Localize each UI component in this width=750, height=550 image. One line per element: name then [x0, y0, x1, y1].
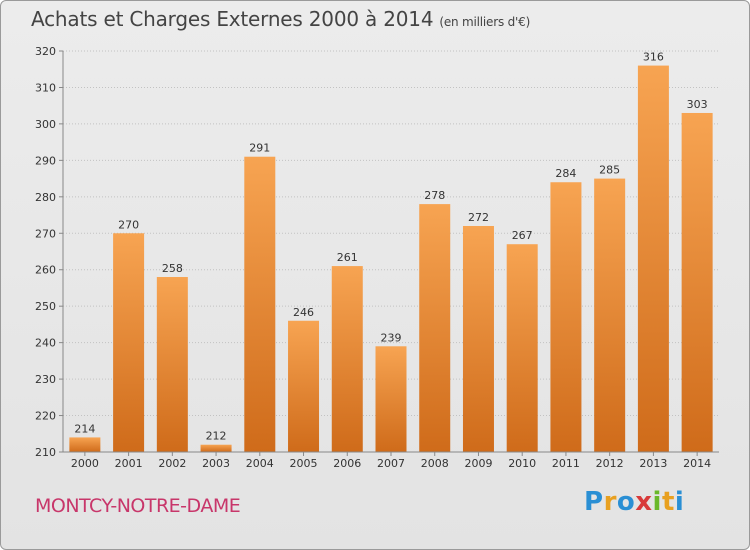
bar: [637, 65, 669, 452]
x-tick-label: 2010: [508, 457, 536, 470]
bars: 214 270 258 212 291 246 261 239 278 272 267 284 285 3…: [69, 51, 713, 453]
x-tick-label: 2001: [115, 457, 143, 470]
logo-letter: i: [652, 487, 662, 517]
data-label: 303: [687, 98, 708, 111]
x-tick-label: 2012: [596, 457, 624, 470]
bar: [69, 437, 101, 452]
bar: [681, 112, 713, 453]
commune-name: MONTCY-NOTRE-DAME: [35, 495, 241, 517]
data-label: 261: [337, 251, 358, 264]
data-label: 291: [249, 142, 270, 155]
data-label: 285: [599, 164, 620, 177]
data-label: 212: [206, 430, 227, 443]
proxiti-logo: Proxiti: [584, 487, 684, 517]
y-tick-label: 310: [35, 81, 56, 94]
y-tick-label: 280: [35, 191, 56, 204]
data-label: 239: [381, 331, 402, 344]
bar: [156, 277, 188, 452]
x-tick-label: 2007: [377, 457, 405, 470]
data-label: 316: [643, 51, 664, 64]
bar: [506, 244, 538, 452]
logo-letter: i: [674, 487, 685, 517]
logo-letter: o: [616, 487, 636, 517]
data-label: 258: [162, 262, 183, 275]
y-tick-label: 300: [35, 118, 56, 131]
bar: [375, 346, 407, 452]
x-axis: 2000 2001 2002 2003 2004 2005 2006 2007 2008 2009…: [63, 451, 719, 470]
data-label: 278: [424, 189, 445, 202]
y-tick-label: 260: [35, 264, 56, 277]
x-tick-label: 2006: [333, 457, 361, 470]
y-tick-label: 210: [35, 446, 56, 459]
x-tick-label: 2011: [552, 457, 580, 470]
bar: [288, 320, 320, 452]
y-tick-label: 250: [35, 300, 56, 313]
data-label: 267: [512, 229, 533, 242]
x-tick-label: 2008: [421, 457, 449, 470]
bar: [113, 233, 145, 452]
data-label: 272: [468, 211, 489, 224]
bar: [331, 266, 363, 452]
x-tick-label: 2005: [290, 457, 318, 470]
chart-subtitle: (en milliers d'€): [439, 15, 531, 29]
y-axis: 210 220 230 240 250 260 270 280 290 300 310 320: [35, 45, 64, 459]
logo-letter: r: [603, 487, 617, 517]
y-tick-label: 270: [35, 227, 56, 240]
x-tick-label: 2013: [639, 457, 667, 470]
bar: [200, 444, 232, 452]
logo-letter: P: [584, 487, 604, 517]
y-tick-label: 220: [35, 410, 56, 423]
bar: [594, 178, 626, 452]
data-label: 284: [555, 167, 576, 180]
data-label: 214: [74, 422, 95, 435]
y-tick-label: 320: [35, 45, 56, 58]
data-label: 270: [118, 218, 139, 231]
chart-title: Achats et Charges Externes 2000 à 2014 (e…: [31, 7, 530, 31]
x-tick-label: 2000: [71, 457, 99, 470]
bar: [550, 182, 582, 452]
data-label: 246: [293, 306, 314, 319]
logo-letter: t: [661, 487, 675, 517]
logo-letter: x: [635, 487, 653, 517]
bar: [419, 204, 451, 452]
bar: [244, 156, 276, 452]
y-tick-label: 240: [35, 337, 56, 350]
y-tick-label: 230: [35, 373, 56, 386]
y-tick-label: 290: [35, 154, 56, 167]
x-tick-label: 2004: [246, 457, 274, 470]
bar: [462, 225, 494, 452]
x-tick-label: 2009: [464, 457, 492, 470]
chart-title-text: Achats et Charges Externes 2000 à 2014: [31, 7, 434, 31]
x-tick-label: 2014: [683, 457, 711, 470]
x-tick-label: 2003: [202, 457, 230, 470]
x-tick-label: 2002: [158, 457, 186, 470]
